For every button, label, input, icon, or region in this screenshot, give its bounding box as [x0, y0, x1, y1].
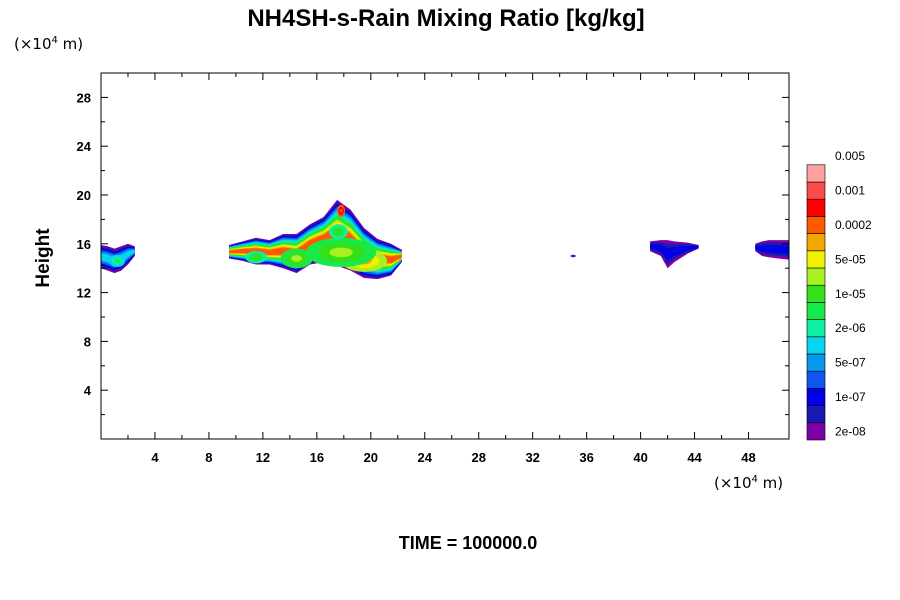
colorbar-swatch	[806, 198, 826, 217]
y-tick-label: 12	[77, 286, 91, 301]
colorbar-swatch	[806, 181, 826, 200]
mixing-ratio-field	[101, 199, 789, 280]
x-tick-label: 8	[205, 450, 212, 465]
y-tick-label: 20	[77, 188, 91, 203]
x-tick-label: 28	[471, 450, 485, 465]
x-tick-label: 44	[687, 450, 702, 465]
colorbar-label: 1e-05	[835, 287, 866, 301]
field-contour	[650, 244, 699, 261]
colorbar-swatch	[806, 164, 826, 183]
y-tick-label: 16	[77, 237, 91, 252]
y-tick-label: 28	[77, 90, 91, 105]
y-axis-label: Height	[33, 228, 54, 288]
time-caption: TIME = 100000.0	[399, 533, 538, 553]
colorbar-label: 0.001	[835, 184, 865, 198]
field-hotspot	[572, 255, 575, 257]
colorbar-swatch	[806, 302, 826, 320]
colorbar-swatch	[806, 284, 826, 303]
colorbar-swatch	[806, 216, 826, 234]
colorbar-swatch	[806, 353, 826, 372]
colorbar-swatch	[806, 319, 826, 338]
x-tick-label: 32	[525, 450, 539, 465]
x-axis-ticks: 4 8 12 16 20 24 28 32 36 40 44 48	[127, 73, 756, 465]
x-tick-label: 4	[151, 450, 159, 465]
colorbar-swatch	[806, 388, 826, 406]
colorbar-swatch	[806, 422, 826, 441]
x-tick-label: 12	[256, 450, 270, 465]
x-tick-label: 48	[741, 450, 755, 465]
colorbar-label: 2e-08	[835, 424, 866, 438]
colorbar-label: 2e-06	[835, 321, 866, 335]
colorbar-swatch	[806, 267, 826, 286]
field-hotspot	[252, 255, 260, 260]
colorbar-label: 1e-07	[835, 390, 866, 404]
colorbar-label: 5e-07	[835, 356, 866, 370]
field-hotspot	[339, 208, 343, 213]
field-hotspot	[114, 258, 120, 263]
x-tick-label: 40	[633, 450, 647, 465]
x-axis-unit: (×104 m)	[714, 474, 783, 492]
colorbar-label: 5e-05	[835, 252, 866, 266]
x-tick-label: 20	[364, 450, 378, 465]
colorbar-swatch	[806, 336, 826, 355]
y-axis-ticks: 4 8 12 16 20 24 28	[77, 90, 789, 416]
colorbar-label: 0.005	[835, 149, 865, 163]
colorbar-swatch	[806, 405, 826, 424]
colorbar-swatch	[806, 233, 826, 252]
field-hotspot	[291, 255, 303, 262]
x-tick-label: 24	[418, 450, 433, 465]
chart-title: NH4SH-s-Rain Mixing Ratio [kg/kg]	[247, 5, 644, 32]
plot-frame	[100, 72, 790, 440]
x-tick-label: 36	[579, 450, 593, 465]
colorbar-swatch	[806, 370, 826, 389]
colorbar-swatch	[806, 250, 826, 269]
y-tick-label: 24	[77, 139, 92, 154]
y-axis-unit: (×104 m)	[14, 35, 83, 53]
y-tick-label: 4	[84, 383, 92, 398]
field-hotspot	[329, 247, 353, 258]
colorbar-label: 0.0002	[835, 218, 872, 232]
colorbar: 2e-08 1e-07 5e-07 2e-06 1e-05 5e-05 0.0002 0.00…	[806, 149, 872, 441]
x-tick-label: 16	[310, 450, 324, 465]
field-contour	[755, 244, 789, 255]
y-tick-label: 8	[84, 334, 91, 349]
field-hotspot	[335, 229, 342, 235]
